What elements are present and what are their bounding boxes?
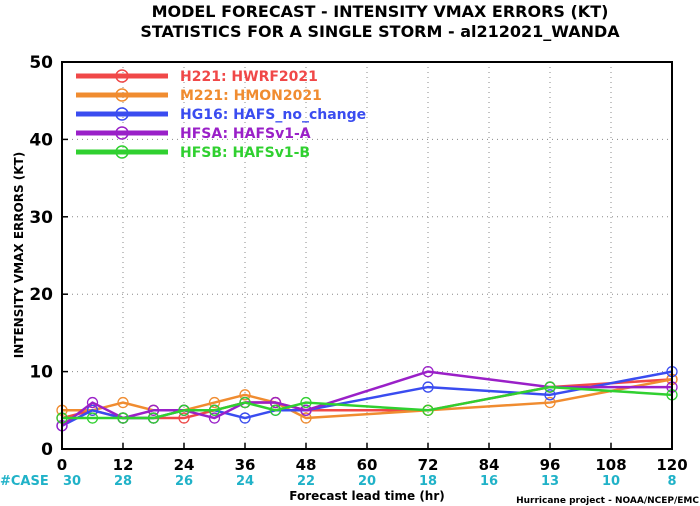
x-tick-label: 12 (113, 456, 134, 474)
legend-label: M221: HMON2021 (180, 88, 322, 104)
x-tick-label: 96 (540, 456, 561, 474)
chart-title-line2: STATISTICS FOR A SINGLE STORM - al212021… (140, 22, 620, 41)
legend: H221: HWRF2021 M221: HMON2021 HG16: HAFS_n… (76, 69, 366, 161)
case-count: 26 (175, 474, 193, 489)
data-point (544, 381, 556, 393)
x-tick-label: 108 (595, 456, 626, 474)
legend-label: HFSA: HAFSv1-A (180, 126, 311, 142)
case-label: #CASE (0, 474, 49, 489)
chart-title-line1: MODEL FORECAST - INTENSITY VMAX ERRORS (… (152, 2, 609, 21)
x-axis-label: Forecast lead time (hr) (289, 489, 445, 503)
credit-label: Hurricane project - NOAA/NCEP/EMC (516, 496, 699, 506)
legend-label: H221: HWRF2021 (180, 69, 318, 85)
legend-item: M221: HMON2021 (76, 88, 322, 104)
legend-item: HG16: HAFS_no_change (76, 107, 366, 123)
legend-item: HFSB: HAFSv1-B (76, 145, 310, 161)
legend-item: HFSA: HAFSv1-A (76, 126, 311, 142)
case-count: 8 (667, 474, 676, 489)
data-point (300, 412, 312, 424)
case-count: 22 (297, 474, 315, 489)
y-tick-label: 20 (29, 285, 53, 305)
series-path (61, 370, 672, 427)
x-tick-label: 0 (57, 456, 67, 474)
grid (62, 62, 672, 449)
data-point (269, 404, 282, 416)
case-count: 30 (63, 474, 81, 489)
case-count: 20 (358, 474, 376, 489)
data-point (117, 412, 129, 424)
case-count: 13 (541, 474, 559, 489)
series-layer (56, 365, 678, 432)
legend-marker (115, 145, 129, 159)
legend-label: HFSB: HAFSv1-B (180, 145, 310, 161)
x-tick-label: 36 (235, 456, 256, 474)
x-tick-label: 48 (296, 456, 317, 474)
data-point (178, 412, 190, 424)
data-point (269, 396, 282, 409)
y-tick-label: 40 (29, 130, 53, 150)
legend-marker (115, 126, 129, 140)
y-tick-labels: 0 10 20 30 40 50 (29, 53, 68, 460)
legend-item: H221: HWRF2021 (76, 69, 318, 85)
case-count: 24 (236, 474, 254, 489)
y-tick-label: 50 (29, 53, 53, 73)
data-point (422, 381, 434, 393)
data-point (300, 396, 312, 409)
data-point (208, 396, 221, 409)
y-tick-label: 10 (29, 363, 53, 383)
case-count: 10 (602, 474, 620, 489)
legend-marker (115, 107, 129, 121)
x-tick-label: 24 (174, 456, 195, 474)
data-point (86, 412, 99, 424)
data-point (86, 404, 99, 416)
y-tick-label: 0 (41, 440, 53, 460)
data-point (300, 404, 312, 416)
x-tick-label: 84 (479, 456, 500, 474)
case-counts: 30 28 26 24 22 20 18 16 13 10 8 (63, 474, 677, 489)
legend-label: HG16: HAFS_no_change (180, 107, 366, 123)
series-line (56, 381, 678, 424)
data-point (422, 404, 434, 416)
x-tick-label: 120 (656, 456, 687, 474)
case-count: 18 (419, 474, 437, 489)
data-point (239, 412, 251, 424)
data-point (86, 396, 99, 409)
data-point (239, 396, 251, 409)
x-tick-label: 72 (418, 456, 439, 474)
data-point (147, 404, 160, 416)
y-axis-label: INTENSITY VMAX ERRORS (KT) (12, 152, 26, 358)
data-point (239, 389, 251, 401)
legend-marker (115, 69, 129, 83)
data-point (147, 412, 160, 424)
data-point (117, 396, 129, 409)
x-tick-label: 60 (357, 456, 378, 474)
y-tick-label: 30 (29, 208, 53, 228)
case-count: 16 (480, 474, 498, 489)
data-point (178, 404, 190, 416)
data-point (208, 404, 221, 416)
data-point (544, 396, 556, 409)
x-tick-labels: 0 12 24 36 48 60 72 84 96 108 120 (57, 443, 688, 474)
data-point (208, 412, 221, 424)
data-point (422, 365, 434, 378)
legend-marker (115, 88, 129, 102)
data-point (544, 389, 556, 401)
case-count: 28 (114, 474, 132, 489)
